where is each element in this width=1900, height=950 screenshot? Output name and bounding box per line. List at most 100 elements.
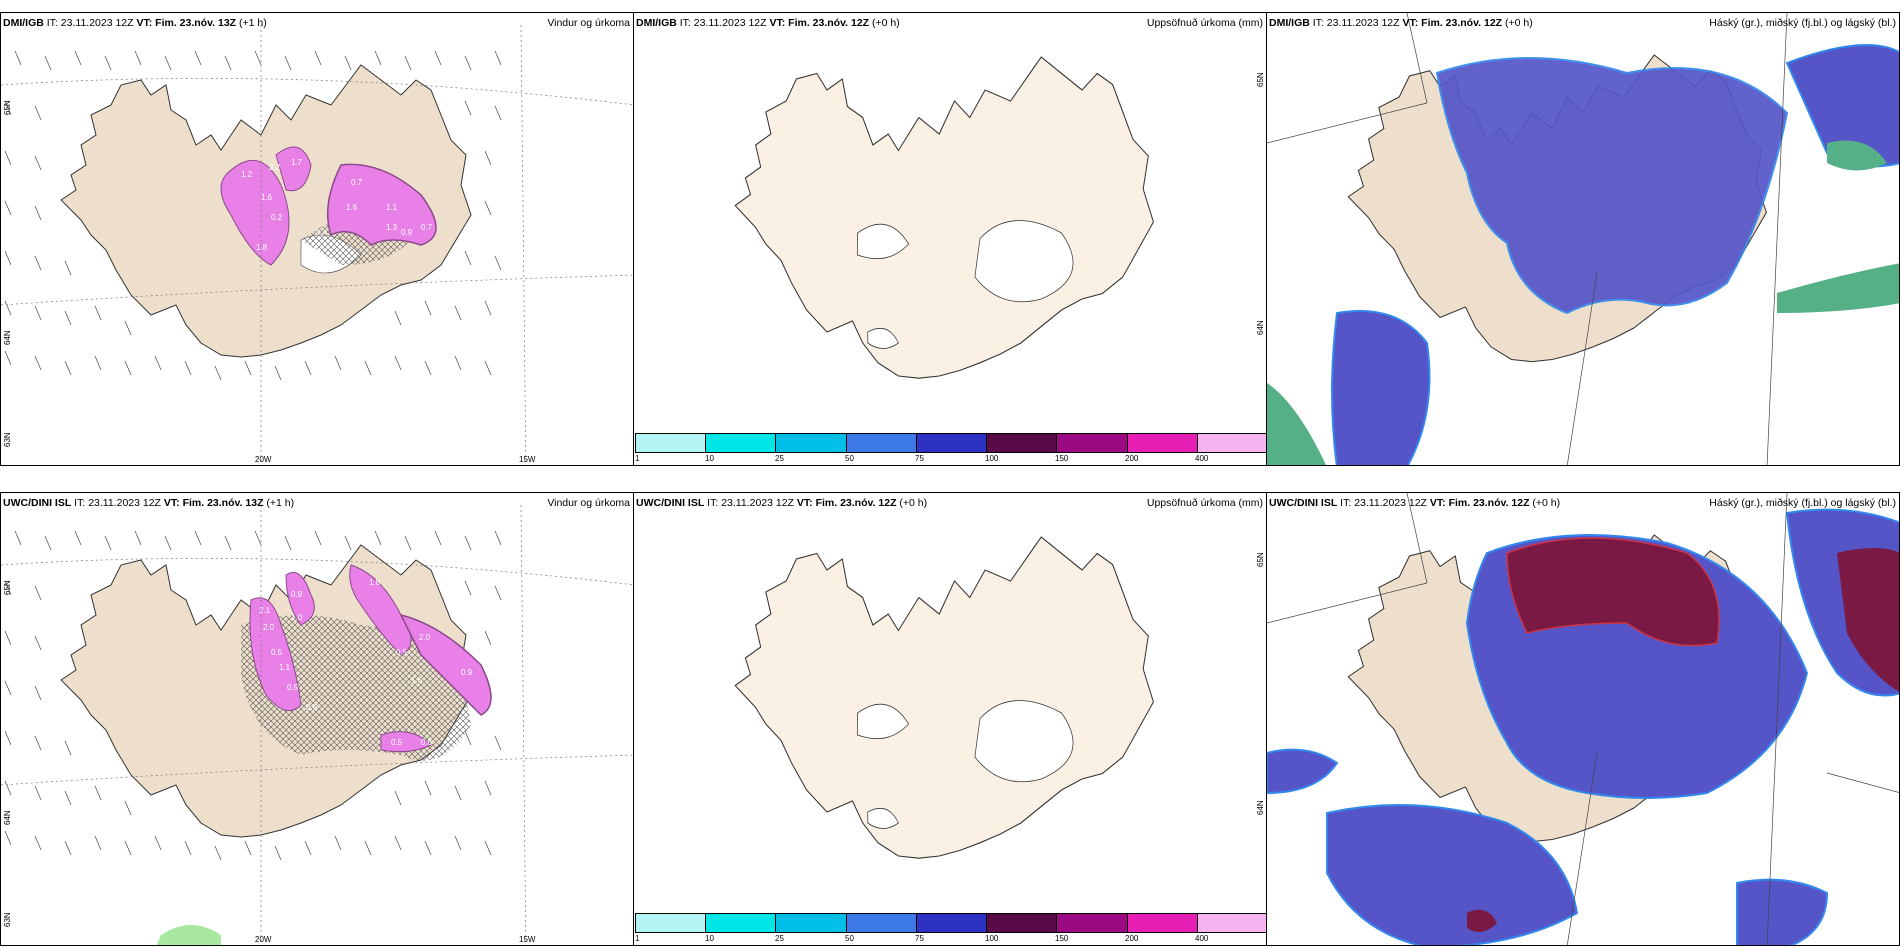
map-uwc-clouds xyxy=(1267,493,1899,945)
precip-label: 1.0 xyxy=(291,613,303,622)
colorbar-swatch xyxy=(706,914,777,932)
precip-label: 0.5 xyxy=(287,683,299,692)
cloud-cover-high-se xyxy=(1736,878,1829,945)
lon-label-15w: 15W xyxy=(519,935,536,944)
precip-label: 0.2 xyxy=(271,213,283,222)
precip-label: 0.9 xyxy=(291,590,303,599)
precip-label: 0.9 xyxy=(306,703,318,712)
grid-lines xyxy=(1267,493,1899,945)
precip-label: 2.0 xyxy=(419,633,431,642)
precip-band-4 xyxy=(399,613,492,716)
panel-product: Háský (gr.), miðský (fj.bl.) og lágský (… xyxy=(1709,17,1896,29)
colorbar-swatch xyxy=(636,434,707,452)
cloud-cover-high xyxy=(1435,57,1789,315)
panel-product: Vindur og úrkoma xyxy=(547,497,630,509)
colorbar-swatch xyxy=(1197,434,1266,452)
panel-header: DMI/IGB IT: 23.11.2023 12Z VT: Fim. 23.n… xyxy=(1269,17,1533,29)
precip-label: 1.2 xyxy=(241,170,253,179)
precip-label: 1.6 xyxy=(261,193,273,202)
colorbar-swatch xyxy=(776,434,847,452)
precip-label: 0.5 xyxy=(396,648,408,657)
colorbar-swatch xyxy=(1127,434,1198,452)
precip-label: 0.5 xyxy=(391,738,403,747)
lat-label-65n: 65N xyxy=(3,580,12,595)
lat-label-63n: 63N xyxy=(3,432,12,447)
lat-label-66n: 65N xyxy=(1256,72,1265,87)
colorbar-label: 200 xyxy=(1125,454,1139,463)
lon-label-15w: 15W xyxy=(519,455,536,464)
colorbar-swatch xyxy=(1197,914,1266,932)
cloud-cover-mid xyxy=(1506,537,1720,647)
iceland-land xyxy=(734,56,1154,379)
lat-label-65n: 65N xyxy=(3,100,12,115)
colorbar-label: 100 xyxy=(985,934,999,943)
colorbar-label: 25 xyxy=(775,454,784,463)
colorbar-swatch xyxy=(916,434,988,452)
precip-label: 0.6 xyxy=(421,738,433,747)
map-dmi-wind-precip: 1.2 1.6 0.2 2.2 1.7 0.7 1.6 1.1 1.8 0.9 … xyxy=(1,24,633,465)
glacier-langjokull xyxy=(857,223,910,259)
precip-label: 0.4 xyxy=(316,228,328,237)
precip-label: 2.2 xyxy=(269,163,281,172)
colorbar-label: 1 xyxy=(635,454,640,463)
colorbar-swatch xyxy=(987,914,1058,932)
cloud-cover-low xyxy=(1827,140,1887,171)
precip-label: 1.8 xyxy=(369,578,381,587)
lat-label-66n: 65N xyxy=(1256,552,1265,567)
panel-product: Uppsöfnuð úrkoma (mm) xyxy=(1146,497,1263,509)
panel-dmi-wind-precip: 1.2 1.6 0.2 2.2 1.7 0.7 1.6 1.1 1.8 0.9 … xyxy=(0,12,634,466)
colorbar-swatch xyxy=(1127,914,1198,932)
colorbar-swatch xyxy=(706,434,777,452)
hatch-area xyxy=(241,615,471,761)
panel-product: Háský (gr.), miðský (fj.bl.) og lágský (… xyxy=(1709,497,1896,509)
cloud-cover-low-e xyxy=(1777,263,1899,313)
precip-label: 1.7 xyxy=(291,158,303,167)
colorbar-label: 150 xyxy=(1055,454,1069,463)
glacier-myrdalsjokull xyxy=(867,328,899,349)
panel-header: UWC/DINI ISL IT: 23.11.2023 12Z VT: Fim.… xyxy=(1269,497,1561,509)
panel-header: DMI/IGB IT: 23.11.2023 12Z VT: Fim. 23.n… xyxy=(3,17,267,29)
cloud-cover-high-w xyxy=(1267,748,1339,795)
panel-product: Uppsöfnuð úrkoma (mm) xyxy=(1146,17,1263,29)
panel-uwc-clouds: UWC/DINI ISL IT: 23.11.2023 12Z VT: Fim.… xyxy=(1266,492,1900,946)
colorbar-label: 10 xyxy=(705,934,714,943)
lat-label-63n: 63N xyxy=(3,912,12,927)
lat-label-64n: 64N xyxy=(3,810,12,825)
glacier-vatnajokull xyxy=(974,220,1074,303)
precip-label: 0.9 xyxy=(461,668,473,677)
glacier-vatnajokull xyxy=(974,700,1074,783)
panel-uwc-wind-precip: 2.1 2.0 0.9 1.0 0.5 1.1 0.5 0.9 1.8 2.0 … xyxy=(0,492,634,946)
grid-lines xyxy=(1267,13,1788,465)
colorbar-label: 400 xyxy=(1195,934,1209,943)
colorbar-label: 50 xyxy=(845,934,854,943)
precip-label: 0.9 xyxy=(401,228,413,237)
cloud-cover-mid-s xyxy=(1467,909,1497,932)
precip-area-east xyxy=(326,163,437,246)
lat-label-64n: 64N xyxy=(1256,800,1265,815)
colorbar-swatch xyxy=(776,914,847,932)
precip-label: 1.8 xyxy=(256,243,268,252)
map-uwc-accum xyxy=(734,536,1154,859)
precip-area-mid xyxy=(275,146,312,192)
lon-label-20w: 20W xyxy=(255,935,272,944)
map-dmi-accum xyxy=(734,56,1154,379)
panel-dmi-accum-precip: DMI/IGB IT: 23.11.2023 12Z VT: Fim. 23.n… xyxy=(633,12,1267,466)
precip-label: 2.1 xyxy=(259,606,271,615)
colorbar-label: 200 xyxy=(1125,934,1139,943)
precip-band-1 xyxy=(249,597,302,712)
precip-label: 0.7 xyxy=(351,178,363,187)
lat-label-64n: 64N xyxy=(3,330,12,345)
precip-label: 1.6 xyxy=(411,676,423,685)
colorbar-label: 400 xyxy=(1195,454,1209,463)
colorbar-label: 100 xyxy=(985,454,999,463)
cloud-cover-low-sw xyxy=(1267,383,1327,465)
precip-band-5 xyxy=(380,731,432,753)
colorbar-label: 150 xyxy=(1055,934,1069,943)
colorbar-label: 50 xyxy=(845,454,854,463)
colorbar-swatch xyxy=(987,434,1058,452)
lon-label-20w: 20W xyxy=(255,455,272,464)
panel-uwc-accum-precip: UWC/DINI ISL IT: 23.11.2023 12Z VT: Fim.… xyxy=(633,492,1267,946)
panel-header: DMI/IGB IT: 23.11.2023 12Z VT: Fim. 23.n… xyxy=(636,17,900,29)
precip-band-3 xyxy=(349,564,412,656)
precip-label: 1.3 xyxy=(386,223,398,232)
